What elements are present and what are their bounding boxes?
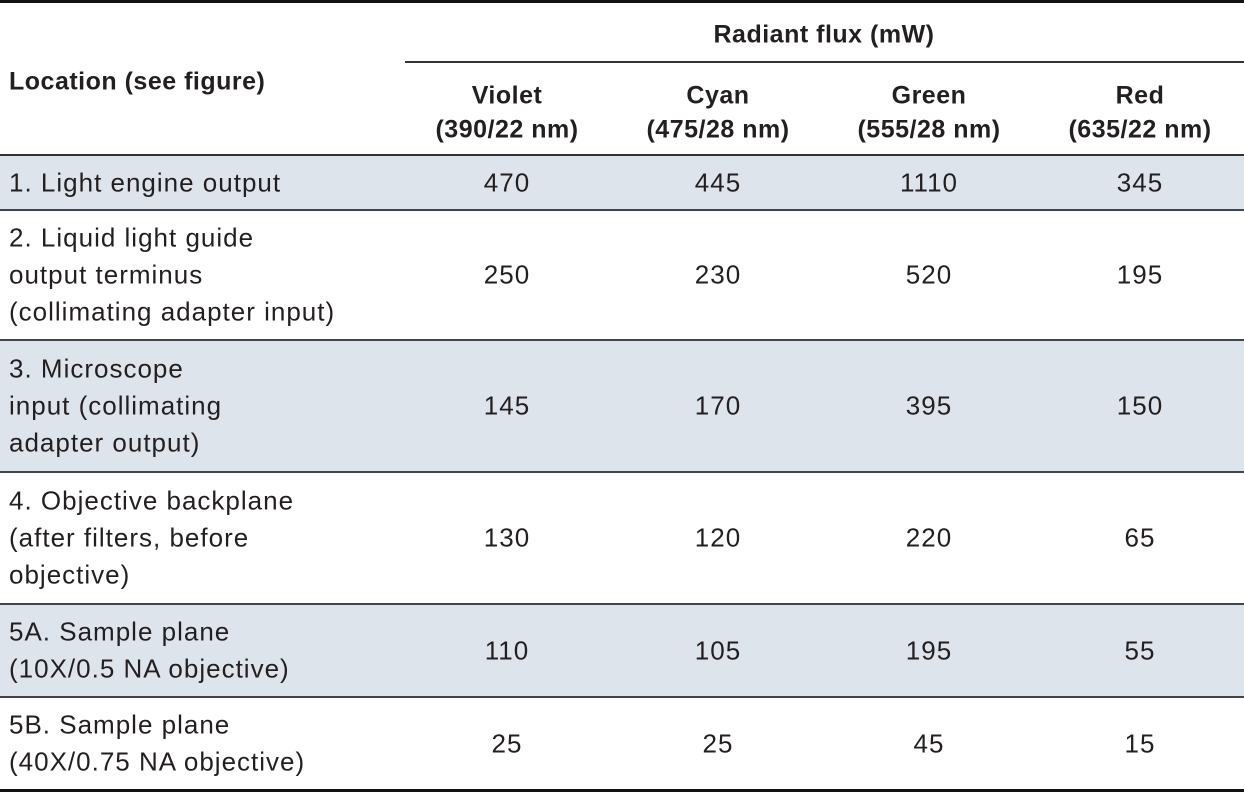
cell-value: 195	[905, 635, 953, 665]
row-label: (collimating adapter input)	[9, 296, 336, 327]
column-band: (390/22 nm)	[435, 115, 579, 144]
row-rule	[0, 603, 1244, 605]
cell-value: 15	[1124, 728, 1156, 758]
row-label: (after filters, before	[9, 522, 250, 553]
row-rule	[0, 339, 1244, 341]
cell-value: 25	[702, 728, 734, 758]
location-title: Location (see figure)	[9, 67, 266, 96]
row-label: 5B. Sample plane	[9, 709, 231, 740]
cell-value: 45	[913, 728, 945, 758]
cell-value: 1110	[900, 167, 958, 197]
row-label: 4. Objective backplane	[9, 485, 295, 516]
cell-value: 150	[1116, 390, 1164, 421]
cell-value: 520	[905, 259, 953, 290]
cell-value: 55	[1124, 635, 1156, 665]
column-name: Red	[1115, 81, 1165, 110]
cell-value: 345	[1116, 167, 1164, 197]
row-label: 3. Microscope	[9, 353, 184, 384]
row-rule	[0, 209, 1244, 211]
row-label: objective)	[9, 559, 131, 590]
cell-value: 230	[694, 259, 742, 290]
row-label: (40X/0.75 NA objective)	[9, 746, 306, 777]
cell-value: 395	[905, 390, 953, 421]
group-title: Radiant flux (mW)	[713, 20, 935, 49]
row-label: 2. Liquid light guide	[9, 222, 255, 253]
row-label: 1. Light engine output	[9, 167, 282, 197]
row-shade	[0, 340, 1244, 472]
top-rule	[0, 0, 1244, 3]
column-band: (635/22 nm)	[1068, 115, 1212, 144]
row-shade	[0, 155, 1244, 210]
cell-value: 110	[484, 635, 530, 665]
row-label: (10X/0.5 NA objective)	[9, 653, 290, 684]
column-band: (555/28 nm)	[857, 115, 1001, 144]
cell-value: 145	[483, 390, 531, 421]
cell-value: 445	[694, 167, 742, 197]
cell-value: 470	[483, 167, 531, 197]
row-rule	[0, 471, 1244, 473]
cell-value: 170	[694, 390, 742, 421]
cell-value: 130	[483, 522, 531, 553]
column-name: Violet	[471, 81, 543, 110]
cell-value: 195	[1116, 259, 1164, 290]
cell-value: 65	[1124, 522, 1156, 553]
cell-value: 105	[694, 635, 742, 665]
cell-value: 220	[905, 522, 953, 553]
row-rule	[0, 696, 1244, 698]
cell-value: 25	[491, 728, 523, 758]
row-label: input (collimating	[9, 390, 223, 421]
column-name: Cyan	[686, 81, 750, 110]
cell-value: 120	[694, 522, 742, 553]
column-name: Green	[891, 81, 967, 110]
row-label: 5A. Sample plane	[9, 616, 231, 647]
row-label: adapter output)	[9, 427, 201, 458]
row-shade	[0, 604, 1244, 697]
row-label: output terminus	[9, 259, 204, 290]
header-rule	[0, 154, 1244, 156]
group-rule	[405, 61, 1244, 63]
bottom-rule	[0, 789, 1244, 792]
column-band: (475/28 nm)	[646, 115, 790, 144]
cell-value: 250	[483, 259, 531, 290]
